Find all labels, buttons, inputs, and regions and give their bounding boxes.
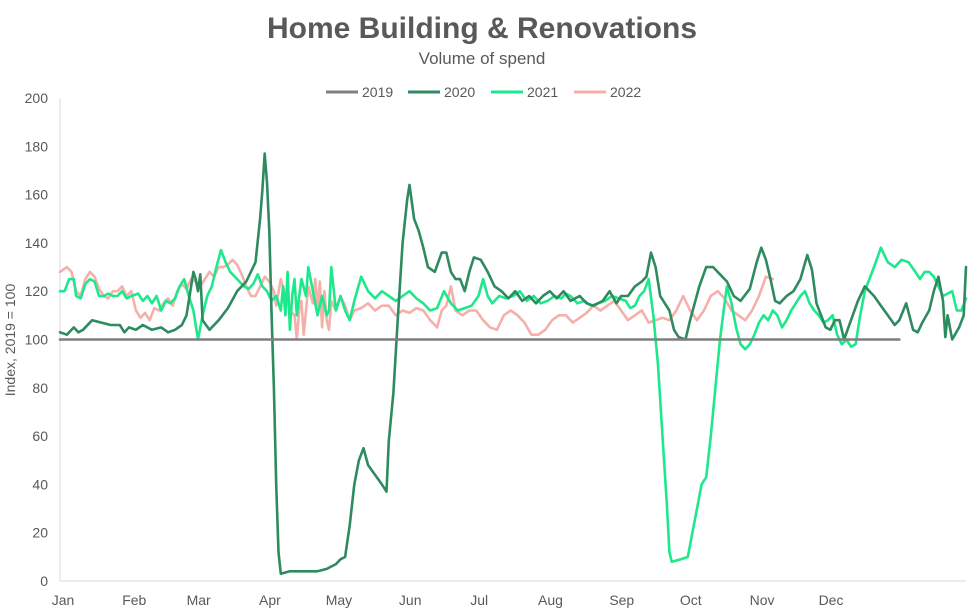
legend-label-2021: 2021 [527,84,558,100]
y-tick-label: 40 [32,476,48,492]
x-tick-label: Apr [259,592,281,608]
x-tick-label: Nov [750,592,775,608]
y-tick-label: 80 [32,380,48,396]
x-tick-label: Oct [680,592,702,608]
x-tick-label: Jan [52,592,75,608]
y-tick-label: 160 [25,187,49,203]
x-tick-label: Jun [399,592,422,608]
x-tick-label: Feb [122,592,146,608]
series-line-2021 [58,246,968,563]
x-tick-label: May [326,592,352,608]
x-tick-label: Sep [609,592,634,608]
legend-label-2019: 2019 [362,84,393,100]
y-tick-label: 200 [25,90,49,106]
chart-title: Home Building & Renovations [267,12,697,45]
x-tick-label: Mar [187,592,211,608]
y-axis: 0 20 40 60 80 100 120 140 160 180 200 [25,90,61,589]
chart-subtitle: Volume of spend [419,49,546,68]
x-tick-label: Aug [538,592,563,608]
x-tick-label: Jul [470,592,488,608]
legend: 2019 2020 2021 2022 [326,84,641,100]
x-axis: Jan Feb Mar Apr May Jun Jul Aug Sep Oct Nov Dec [52,580,966,608]
legend-label-2022: 2022 [610,84,641,100]
y-tick-label: 140 [25,235,49,251]
series-line-2020 [58,152,968,576]
y-tick-label: 120 [25,283,49,299]
y-axis-label: Index, 2019 = 100 [2,284,18,397]
y-tick-label: 180 [25,138,49,154]
y-tick-label: 0 [40,573,48,589]
x-tick-label: Dec [819,592,844,608]
y-tick-label: 100 [25,332,49,348]
y-tick-label: 60 [32,428,48,444]
legend-label-2020: 2020 [444,84,475,100]
y-tick-label: 20 [32,525,48,541]
plot-area [58,152,968,576]
